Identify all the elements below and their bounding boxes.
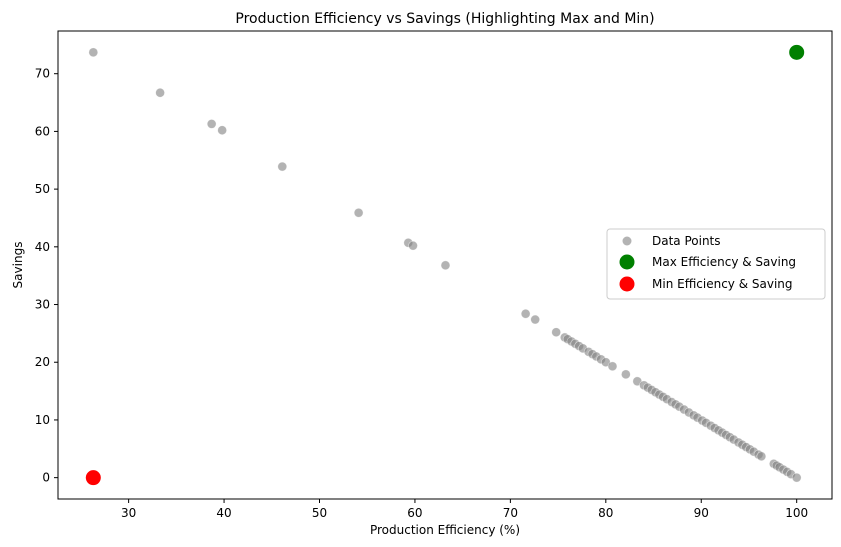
data-point [551, 327, 561, 338]
legend-marker-min [619, 276, 635, 292]
data-point [353, 207, 364, 218]
y-tick-label: 0 [42, 471, 50, 485]
chart-title: Production Efficiency vs Savings (Highli… [235, 11, 654, 27]
legend-label-min: Min Efficiency & Saving [652, 277, 793, 291]
data-point [155, 87, 165, 98]
plot-area-frame [57, 30, 833, 500]
data-point [530, 314, 540, 325]
y-tick-label: 10 [35, 413, 50, 427]
x-tick-label: 80 [598, 506, 613, 520]
x-tick-label: 50 [312, 506, 327, 520]
y-tick-label: 50 [35, 182, 50, 196]
y-tick-label: 60 [35, 124, 50, 138]
y-axis-label: Savings [11, 242, 25, 289]
x-tick-label: 30 [121, 506, 136, 520]
data-point [520, 308, 531, 319]
data-point [791, 472, 802, 483]
data-point [206, 119, 217, 129]
x-axis-label: Production Efficiency (%) [370, 523, 520, 537]
legend-label-data-points: Data Points [652, 234, 721, 248]
y-tick-label: 30 [35, 298, 50, 312]
y-tick-label: 40 [35, 240, 50, 254]
data-point [607, 361, 618, 372]
data-point [88, 47, 99, 58]
legend-marker-max [619, 254, 635, 270]
y-tick-label: 20 [35, 355, 50, 369]
x-tick-label: 40 [216, 506, 231, 520]
x-tick-label: 100 [785, 506, 808, 520]
y-tick-label: 70 [35, 67, 50, 81]
x-tick-label: 60 [407, 506, 422, 520]
data-point [756, 451, 767, 462]
legend: Data Points Max Efficiency & Saving Min … [606, 228, 826, 300]
legend-marker-data-points [622, 236, 632, 246]
data-point [277, 161, 288, 172]
y-axis-ticks: 0 10 20 30 40 50 60 70 [35, 67, 58, 485]
x-tick-label: 70 [503, 506, 518, 520]
plot-points [85, 44, 805, 486]
data-point [621, 369, 631, 380]
data-point [408, 240, 418, 251]
legend-box [606, 228, 826, 300]
x-tick-label: 90 [694, 506, 709, 520]
max-point [789, 44, 805, 60]
data-point [217, 125, 227, 136]
data-point [440, 260, 451, 271]
x-axis-ticks: 30 40 50 60 70 80 90 100 [121, 499, 808, 520]
min-point [85, 470, 101, 486]
legend-label-max: Max Efficiency & Saving [652, 255, 796, 269]
